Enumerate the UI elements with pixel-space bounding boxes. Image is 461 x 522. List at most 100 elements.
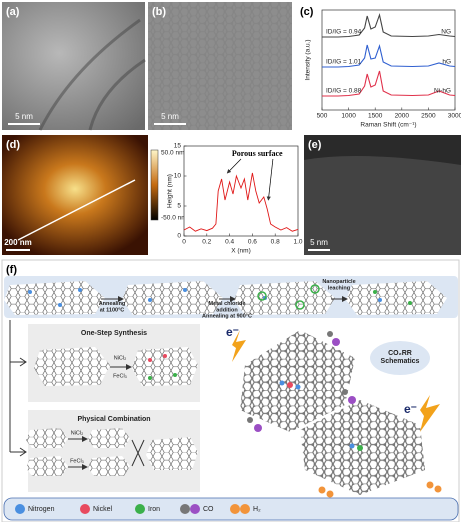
graphene-sheet (88, 428, 130, 448)
reagent: FeCl₃ (113, 373, 127, 379)
graphene-sheet (146, 437, 198, 470)
x-tick-label: 3000 (448, 113, 461, 120)
graphene-sheet (88, 456, 130, 476)
scale-label: 5 nm (161, 112, 179, 121)
x-axis-label: Raman Shift (cm⁻¹) (360, 122, 416, 129)
plot-frame (183, 145, 299, 237)
y-tick-label: 5 (177, 203, 181, 210)
scale-label: 5 nm (15, 112, 33, 121)
annotation: Porous surface (232, 149, 283, 158)
panel-label: (e) (308, 139, 322, 151)
reagent: NiCl₂ (71, 430, 84, 436)
x-tick-label: 2000 (395, 113, 410, 120)
graphene-sheet (122, 281, 223, 315)
x-tick-label: 2500 (421, 113, 436, 120)
legend: Nitrogen Nickel Iron CO H₂ (15, 504, 261, 514)
legend-label: H₂ (253, 506, 261, 513)
step-caption: Metal chloride addition Annealing at 900°C (202, 301, 252, 320)
raman-chart: (c) 500 1000 1500 2000 2500 3000 Raman Shift (… (300, 6, 461, 129)
lightning (232, 330, 246, 362)
legend-label: Nitrogen (28, 506, 55, 513)
cross-arrow (131, 439, 145, 467)
x-tick-label: 1500 (368, 113, 383, 120)
metal-dots (148, 354, 177, 380)
panel-b: (b) 5 nm (148, 2, 292, 130)
spectrum (322, 13, 456, 38)
panel-label: (b) (152, 6, 166, 18)
scale-label: 5 nm (310, 238, 328, 247)
annotation-arrow (226, 158, 242, 174)
colorbar-label: -50.0 nm (161, 215, 187, 222)
x-axis-label: X (nm) (231, 248, 251, 255)
x-tick-label: 0.2 (202, 239, 211, 246)
legend-swatch (15, 504, 25, 514)
legend-label: CO (203, 506, 214, 513)
graphene-sheet (26, 456, 68, 476)
y-axis-label: Height (nm) (167, 174, 174, 208)
annotation-arrow (266, 158, 274, 201)
ratio-label: ID/IG = 0.94 (326, 29, 362, 36)
panel-label: (f) (6, 264, 17, 276)
electron: e⁻ (226, 325, 239, 339)
branch-line (9, 320, 26, 453)
graphene-sheet (346, 281, 447, 315)
iron-dots (373, 290, 412, 305)
panel-label: (a) (6, 6, 20, 18)
sheets (4, 281, 447, 315)
x-tick-label: 0.6 (248, 239, 257, 246)
texture (304, 156, 461, 255)
graphene-sheet (4, 281, 105, 315)
step-caption: Annealing at 1100°C (99, 301, 126, 313)
legend-swatch (230, 504, 240, 514)
series-label: NG (441, 29, 451, 36)
active-site (279, 380, 363, 451)
legend-swatch (80, 504, 90, 514)
panel-d: (d) 200 nm 50.0 nm -50.0 nm (2, 135, 187, 255)
x-tick-label: 1.0 (293, 239, 302, 246)
profile-line (183, 172, 299, 232)
panel-a: (a) 5 nm (2, 2, 146, 131)
x-tick-label: 0 (182, 239, 186, 246)
box-title: Physical Combination (77, 416, 150, 423)
x-tick-label: 500 (317, 113, 328, 120)
panel-f: (f) Annealing at 1100°C Metal chloride add… (1, 259, 460, 522)
series-label: hG (442, 59, 451, 66)
graphene-sheet (26, 428, 68, 448)
legend-swatch (190, 504, 200, 514)
box-title: One-Step Synthesis (81, 330, 147, 337)
x-tick-label: 1000 (341, 113, 356, 120)
texture (148, 2, 292, 130)
reagent: NiCl₂ (114, 355, 127, 361)
scale-label: 200 nm (4, 238, 32, 247)
profile-line (17, 179, 136, 241)
sheet-edge (38, 18, 146, 131)
legend-label: Iron (148, 506, 160, 513)
ratio-label: ID/IG = 1.01 (326, 59, 362, 66)
y-tick-label: 15 (174, 143, 182, 150)
step-caption: Nanoparticle leaching (322, 279, 355, 291)
y-tick-label: 10 (174, 173, 182, 180)
x-tick-label: 0.4 (225, 239, 234, 246)
legend-swatch (135, 504, 145, 514)
height-chart: 0 0.2 0.4 0.6 0.8 1.0 0 5 10 15 X (nm) Height (nm) P… (167, 143, 303, 255)
co2rr-badge (370, 341, 430, 375)
spectrum (322, 44, 456, 68)
electron: e⁻ (404, 402, 417, 416)
series-label: Ni-hG (434, 88, 451, 95)
co2rr-label: CO₂RR Schematics (381, 350, 420, 365)
legend-swatch (180, 504, 190, 514)
graphene-sheet (34, 347, 110, 386)
catalyst-sheet (240, 330, 355, 432)
spectrum (322, 70, 456, 97)
tem-image (2, 2, 145, 130)
branch-arrowhead (19, 357, 27, 457)
panel-label: (c) (300, 6, 314, 18)
y-axis-label: Intensity (a.u.) (305, 39, 312, 80)
legend-swatch (240, 504, 250, 514)
y-tick-label: 0 (177, 233, 181, 240)
colorbar (150, 149, 159, 221)
reagent: FeCl₃ (70, 458, 84, 464)
colorbar-label: 50.0 nm (161, 150, 185, 157)
ratio-label: ID/IG = 0.88 (326, 88, 362, 95)
